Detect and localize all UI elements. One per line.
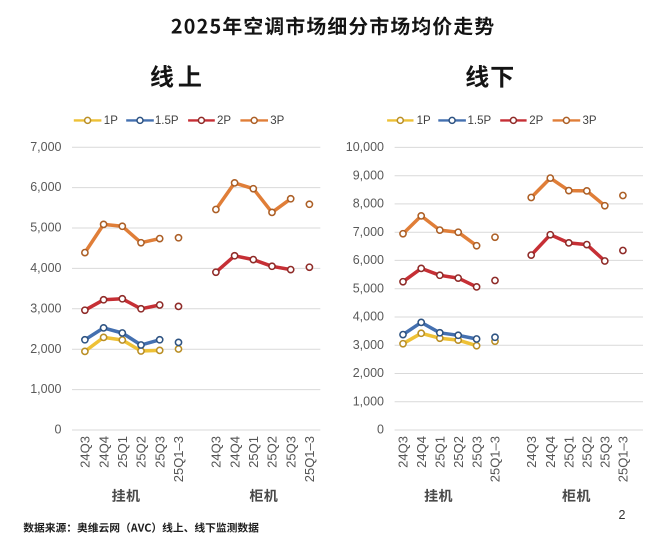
svg-text:24Q3: 24Q3 [396, 436, 411, 468]
svg-text:2,000: 2,000 [30, 342, 61, 356]
svg-text:24Q3: 24Q3 [209, 436, 224, 468]
svg-text:25Q3: 25Q3 [152, 436, 167, 468]
svg-text:5,000: 5,000 [30, 221, 61, 235]
svg-text:10,000: 10,000 [346, 140, 384, 154]
svg-text:25Q1–3: 25Q1–3 [488, 436, 503, 482]
svg-text:6,000: 6,000 [30, 180, 61, 194]
svg-text:3,000: 3,000 [30, 301, 61, 315]
svg-text:2P: 2P [217, 115, 231, 127]
svg-text:3P: 3P [270, 115, 284, 127]
svg-text:2P: 2P [529, 115, 543, 127]
svg-text:24Q3: 24Q3 [524, 436, 539, 468]
svg-text:25Q2: 25Q2 [451, 436, 466, 468]
svg-text:24Q4: 24Q4 [414, 436, 429, 468]
svg-text:25Q2: 25Q2 [265, 436, 280, 468]
svg-text:7,000: 7,000 [353, 225, 384, 239]
svg-text:9,000: 9,000 [353, 168, 384, 182]
svg-text:2,000: 2,000 [353, 366, 384, 380]
svg-text:5,000: 5,000 [353, 281, 384, 295]
svg-text:25Q3: 25Q3 [283, 436, 298, 468]
svg-text:4,000: 4,000 [30, 261, 61, 275]
svg-text:25Q2: 25Q2 [580, 436, 595, 468]
svg-text:25Q1–3: 25Q1–3 [302, 436, 317, 482]
svg-text:4,000: 4,000 [353, 310, 384, 324]
svg-text:0: 0 [377, 423, 384, 437]
svg-text:1.5P: 1.5P [468, 115, 492, 127]
svg-text:0: 0 [55, 423, 62, 437]
svg-text:2: 2 [619, 508, 626, 522]
svg-text:25Q1–3: 25Q1–3 [616, 436, 631, 482]
svg-text:1,000: 1,000 [30, 382, 61, 396]
svg-text:25Q1: 25Q1 [433, 436, 448, 468]
svg-text:1P: 1P [417, 115, 431, 127]
svg-text:25Q2: 25Q2 [134, 436, 149, 468]
svg-text:3,000: 3,000 [353, 338, 384, 352]
svg-text:24Q3: 24Q3 [78, 436, 93, 468]
svg-text:25Q3: 25Q3 [469, 436, 484, 468]
svg-text:8,000: 8,000 [353, 197, 384, 211]
svg-text:1P: 1P [104, 115, 118, 127]
svg-text:3P: 3P [583, 115, 597, 127]
svg-text:25Q1: 25Q1 [115, 436, 130, 468]
svg-text:1.5P: 1.5P [155, 115, 179, 127]
svg-text:25Q1–3: 25Q1–3 [171, 436, 186, 482]
svg-text:24Q4: 24Q4 [96, 436, 111, 468]
svg-text:25Q1: 25Q1 [562, 436, 577, 468]
svg-text:25Q3: 25Q3 [598, 436, 613, 468]
svg-text:25Q1: 25Q1 [246, 436, 261, 468]
svg-text:7,000: 7,000 [30, 140, 61, 154]
svg-text:24Q4: 24Q4 [227, 436, 242, 468]
svg-text:6,000: 6,000 [353, 253, 384, 267]
svg-text:1,000: 1,000 [353, 394, 384, 408]
svg-text:24Q4: 24Q4 [543, 436, 558, 468]
